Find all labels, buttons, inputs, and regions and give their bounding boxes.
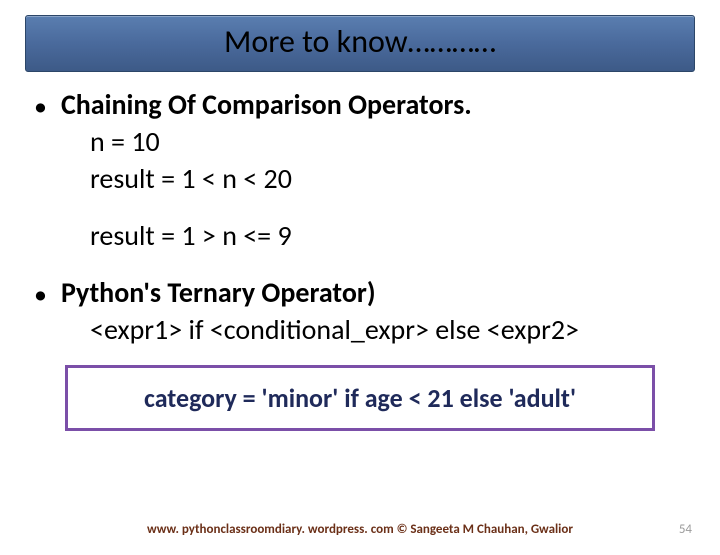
code-line: result = 1 < n < 20 — [90, 161, 690, 196]
code-line: result = 1 > n <= 9 — [90, 218, 690, 253]
heading-2: Python's Ternary Operator) — [61, 275, 376, 310]
code-line: <expr1> if <conditional_expr> else <expr… — [90, 312, 690, 347]
bullet-marker: • — [34, 278, 47, 310]
example-code: category = 'minor' if age < 21 else 'adu… — [144, 382, 576, 414]
title-bar: More to know………… — [25, 15, 695, 72]
heading-1: Chaining Of Comparison Operators. — [61, 87, 472, 122]
code-line: n = 10 — [90, 124, 690, 159]
page-number: 54 — [679, 522, 692, 537]
bullet-marker: • — [34, 90, 47, 122]
bullet-item-2: • Python's Ternary Operator) — [30, 275, 690, 310]
spacer — [30, 255, 690, 275]
bullet-item-1: • Chaining Of Comparison Operators. — [30, 87, 690, 122]
example-box: category = 'minor' if age < 21 else 'adu… — [65, 365, 655, 431]
content-area: • Chaining Of Comparison Operators. n = … — [0, 77, 720, 431]
spacer — [30, 198, 690, 218]
slide-title: More to know………… — [224, 22, 496, 61]
footer-attribution: www. pythonclassroomdiary. wordpress. co… — [0, 522, 720, 537]
